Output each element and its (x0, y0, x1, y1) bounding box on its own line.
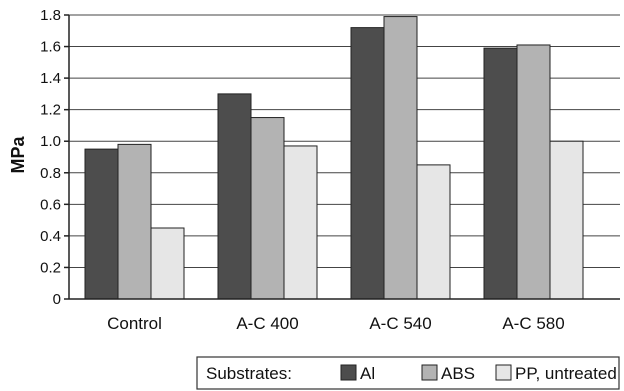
y-tick-label: 1.8 (40, 7, 61, 24)
legend-title: Substrates: (206, 364, 292, 383)
bar-a-c-540-abs (383, 16, 418, 300)
x-tick-label: A-C 580 (502, 314, 564, 333)
y-ticks: 0 0.2 0.4 0.6 0.8 1.0 1.2 1.4 1.6 1.8 (40, 7, 69, 308)
legend-label: PP, untreated (515, 364, 617, 383)
bar-control-pp-untreated (150, 227, 185, 300)
bars (84, 16, 584, 300)
bar-a-c-540-al (350, 27, 385, 300)
y-tick-label: 0.4 (40, 228, 61, 245)
y-tick-label: 0.8 (40, 165, 61, 182)
legend-swatch (495, 364, 512, 381)
bar-a-c-580-pp-untreated (549, 140, 584, 300)
axes (68, 15, 620, 300)
y-tick-label: 0 (53, 291, 61, 308)
x-tick-label: Control (107, 314, 162, 333)
legend-items: Al ABS PP, untreated (340, 364, 617, 383)
legend: Substrates: Al ABS PP, untreated (196, 356, 620, 390)
x-tick-label: A-C 400 (236, 314, 298, 333)
legend-box (196, 356, 620, 390)
bar-control-abs (117, 143, 152, 300)
legend-label: Al (360, 364, 375, 383)
bar-a-c-400-abs (250, 117, 285, 300)
bar-control-al (84, 148, 119, 300)
bar-a-c-580-al (483, 47, 518, 300)
y-tick-label: 0.6 (40, 196, 61, 213)
bar-a-c-400-pp-untreated (283, 145, 318, 300)
y-tick-label: 1.0 (40, 133, 61, 150)
bar-a-c-580-abs (516, 44, 551, 300)
bar-a-c-400-al (217, 93, 252, 300)
y-tick-label: 1.4 (40, 70, 61, 87)
legend-label: ABS (441, 364, 475, 383)
bar-a-c-540-pp-untreated (416, 164, 451, 300)
x-tick-labels: Control A-C 400 A-C 540 A-C 580 (107, 314, 565, 333)
y-axis-label: MPa (8, 136, 28, 174)
legend-swatch (340, 364, 357, 381)
y-tick-label: 1.6 (40, 39, 61, 56)
y-tick-label: 0.2 (40, 259, 61, 276)
legend-swatch (421, 364, 438, 381)
y-tick-label: 1.2 (40, 102, 61, 119)
x-tick-label: A-C 540 (369, 314, 431, 333)
